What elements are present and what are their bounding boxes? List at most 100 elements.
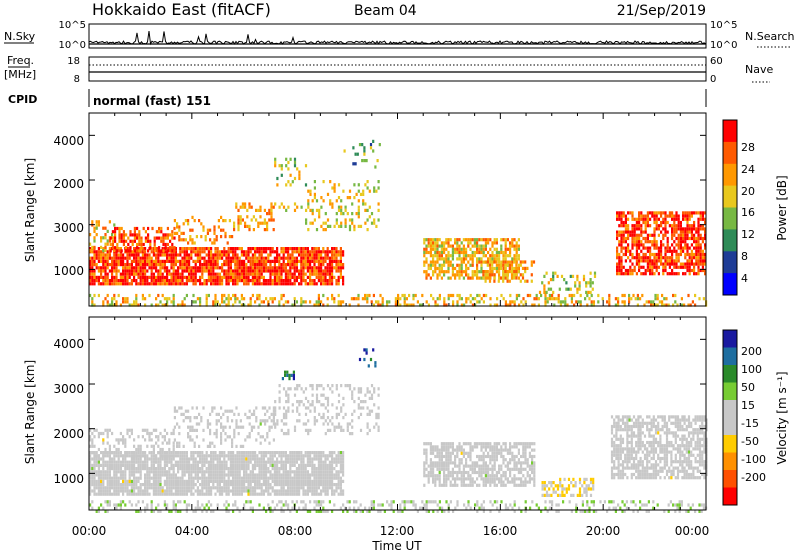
- velocity-cell: [300, 470, 303, 474]
- velocity-cell: [248, 422, 251, 426]
- velocity-cell: [246, 416, 249, 420]
- velocity-cell: [104, 460, 107, 464]
- power-cell: [315, 300, 318, 304]
- velocity-cell: [115, 454, 118, 458]
- velocity-cell: [139, 451, 142, 455]
- power-cell: [93, 272, 96, 276]
- power-cell: [515, 257, 518, 261]
- power-cell: [673, 240, 676, 244]
- velocity-cell: [342, 479, 345, 483]
- velocity-cell: [150, 460, 153, 464]
- power-cell: [675, 252, 678, 257]
- velocity-cell: [227, 473, 230, 477]
- power-cell: [690, 236, 693, 241]
- power-cell: [653, 259, 656, 263]
- power-cell: [210, 282, 213, 286]
- power-cell: [189, 235, 192, 239]
- power-cell: [337, 263, 340, 267]
- velocity-cell: [326, 457, 329, 461]
- power-cell: [234, 253, 237, 257]
- power-cell: [443, 250, 446, 255]
- power-cell: [174, 263, 177, 267]
- velocity-cell: [124, 457, 127, 461]
- power-cell: [287, 275, 290, 279]
- power-cell: [183, 263, 186, 267]
- power-cell: [180, 231, 183, 235]
- power-cell: [495, 238, 498, 242]
- velocity-cell: [133, 438, 136, 442]
- velocity-cell: [282, 489, 285, 493]
- velocity-cell: [128, 483, 131, 487]
- power-cell: [125, 249, 128, 253]
- power-cell: [471, 297, 474, 301]
- power-cell: [214, 282, 217, 286]
- power-cell: [115, 303, 118, 307]
- velocity-cell: [291, 479, 294, 483]
- power-cell: [161, 293, 164, 298]
- power-cell: [366, 186, 369, 190]
- power-cell: [631, 227, 634, 231]
- power-cell: [160, 230, 163, 234]
- power-cell: [100, 245, 103, 249]
- velocity-cell: [181, 479, 184, 483]
- power-cell: [295, 256, 298, 260]
- velocity-cell: [126, 431, 129, 436]
- velocity-cell: [177, 470, 180, 474]
- velocity-cell: [210, 486, 213, 490]
- velocity-cell: [234, 460, 237, 464]
- power-cell: [627, 211, 630, 215]
- power-cell: [657, 252, 660, 257]
- power-cell: [375, 300, 378, 304]
- power-cell: [518, 293, 521, 298]
- velocity-cell: [235, 444, 238, 448]
- power-cell: [223, 300, 226, 304]
- power-cell: [282, 256, 285, 260]
- velocity-cell: [322, 454, 325, 458]
- power-cell: [653, 252, 656, 257]
- power-cell: [247, 247, 250, 251]
- velocity-cell: [203, 454, 206, 458]
- velocity-cell: [181, 470, 184, 474]
- power-cell: [181, 300, 184, 304]
- velocity-cell: [295, 460, 298, 464]
- power-cell: [284, 250, 287, 254]
- velocity-cell: [306, 454, 309, 458]
- velocity-cell: [199, 451, 202, 455]
- power-cell: [440, 247, 443, 251]
- power-cell: [644, 230, 647, 234]
- power-cell: [111, 282, 114, 286]
- power-cell: [111, 263, 114, 267]
- velocity-cell: [302, 486, 305, 490]
- power-cell: [218, 256, 221, 260]
- velocity-cell: [317, 473, 320, 477]
- power-cell: [513, 270, 516, 274]
- velocity-cell: [137, 435, 140, 439]
- velocity-cell: [130, 473, 133, 477]
- velocity-cell: [223, 476, 226, 480]
- power-cell: [339, 247, 342, 251]
- power-cell: [688, 272, 691, 276]
- power-cell: [285, 208, 288, 212]
- power-cell: [269, 259, 272, 263]
- velocity-cell: [159, 486, 162, 490]
- power-cell: [618, 240, 621, 244]
- velocity-cell: [313, 470, 316, 474]
- power-cell: [260, 259, 263, 263]
- power-cell: [170, 275, 173, 279]
- velocity-cell: [196, 476, 199, 480]
- velocity-cell: [265, 489, 268, 493]
- velocity-cell: [287, 476, 290, 480]
- power-cell: [585, 290, 588, 294]
- velocity-cell: [113, 476, 116, 480]
- power-cell: [196, 269, 199, 273]
- power-cell: [212, 282, 215, 286]
- power-cell: [133, 247, 136, 251]
- velocity-cell: [126, 463, 129, 467]
- power-cell: [300, 282, 303, 286]
- velocity-cell: [91, 483, 94, 487]
- power-cell: [651, 214, 654, 218]
- power-cell: [456, 244, 459, 248]
- power-cell: [359, 224, 363, 228]
- velocity-cell: [111, 457, 114, 461]
- power-cell: [205, 297, 208, 301]
